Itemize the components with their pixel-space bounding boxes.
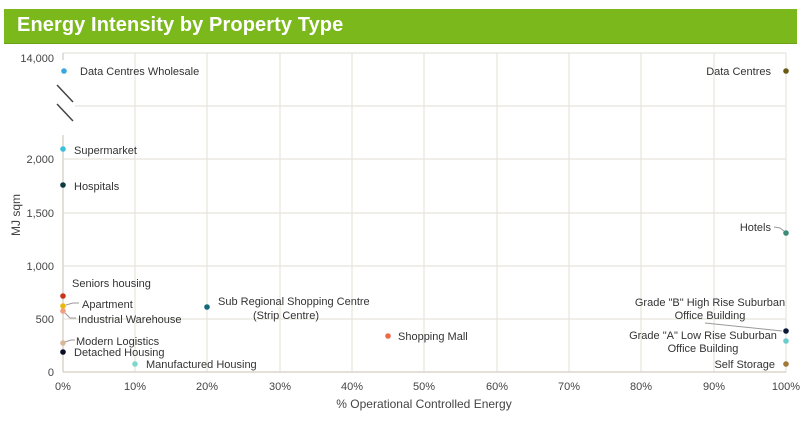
point-sub-regional-shopping-centre[interactable]	[204, 304, 210, 310]
point-shopping-mall[interactable]	[385, 333, 391, 339]
svg-text:40%: 40%	[341, 381, 363, 393]
label-manufactured-housing: Manufactured Housing	[146, 359, 257, 371]
svg-text:50%: 50%	[413, 381, 435, 393]
svg-text:10%: 10%	[124, 381, 146, 393]
label-self-storage: Self Storage	[714, 359, 775, 371]
svg-text:30%: 30%	[269, 381, 291, 393]
point-supermarket[interactable]	[60, 146, 66, 152]
svg-text:2,000: 2,000	[26, 154, 54, 166]
svg-text:500: 500	[36, 314, 54, 326]
label-apartment: Apartment	[82, 299, 133, 311]
point-grade-a-office[interactable]	[783, 338, 789, 344]
label-sub-regional-1: Sub Regional Shopping Centre	[218, 296, 370, 308]
svg-text:100%: 100%	[772, 381, 800, 393]
svg-text:70%: 70%	[558, 381, 580, 393]
point-data-centres[interactable]	[783, 68, 789, 74]
gridlines	[63, 52, 787, 372]
label-sub-regional-2: (Strip Centre)	[253, 310, 319, 322]
point-industrial-warehouse[interactable]	[60, 308, 66, 314]
leader-lines	[64, 226, 785, 343]
svg-text:14,000: 14,000	[20, 53, 54, 65]
axis-break-icon	[56, 84, 74, 122]
point-modern-logistics[interactable]	[60, 340, 66, 346]
label-shopping-mall: Shopping Mall	[398, 331, 468, 343]
label-grade-a-1: Grade "A" Low Rise Suburban	[629, 330, 777, 342]
x-axis-title: % Operational Controlled Energy	[336, 397, 511, 411]
label-industrial-warehouse: Industrial Warehouse	[78, 314, 182, 326]
chart-title-bar: Energy Intensity by Property Type	[4, 9, 797, 44]
svg-text:0: 0	[48, 367, 54, 379]
label-modern-logistics: Modern Logistics	[76, 336, 160, 348]
y-axis-title: MJ sqm	[9, 194, 23, 236]
point-apartment[interactable]	[60, 303, 66, 309]
chart-title: Energy Intensity by Property Type	[17, 14, 344, 36]
point-hospitals[interactable]	[60, 182, 66, 188]
svg-text:90%: 90%	[703, 381, 725, 393]
label-data-centres: Data Centres	[706, 66, 771, 78]
label-hotels: Hotels	[740, 222, 772, 234]
label-supermarket: Supermarket	[74, 145, 137, 157]
label-grade-b-1: Grade "B" High Rise Suburban	[635, 297, 785, 309]
label-hospitals: Hospitals	[74, 181, 120, 193]
data-points	[60, 68, 789, 367]
point-self-storage[interactable]	[783, 361, 789, 367]
svg-text:60%: 60%	[486, 381, 508, 393]
svg-text:0%: 0%	[55, 381, 71, 393]
point-grade-b-office[interactable]	[783, 328, 789, 334]
point-detached-housing[interactable]	[60, 349, 66, 355]
label-seniors-housing: Seniors housing	[72, 278, 151, 290]
data-labels: Data Centres Wholesale Data Centres Supe…	[72, 66, 785, 371]
point-hotels[interactable]	[783, 230, 789, 236]
point-seniors-housing[interactable]	[60, 293, 66, 299]
label-grade-b-2: Office Building	[675, 310, 746, 322]
point-data-centres-wholesale[interactable]	[61, 68, 67, 74]
label-data-centres-wholesale: Data Centres Wholesale	[80, 66, 199, 78]
svg-text:1,000: 1,000	[26, 261, 54, 273]
x-axis-ticks: 0% 10% 20% 30% 40% 50% 60% 70% 80% 90% 1…	[55, 381, 800, 393]
label-grade-a-2: Office Building	[668, 343, 739, 355]
label-detached-housing: Detached Housing	[74, 347, 165, 359]
svg-text:80%: 80%	[630, 381, 652, 393]
svg-text:1,500: 1,500	[26, 208, 54, 220]
point-manufactured-housing[interactable]	[132, 361, 138, 367]
y-axis-ticks: 14,000 2,000 1,500 1,000 500 0	[20, 53, 54, 379]
svg-text:20%: 20%	[196, 381, 218, 393]
axes	[62, 53, 786, 373]
